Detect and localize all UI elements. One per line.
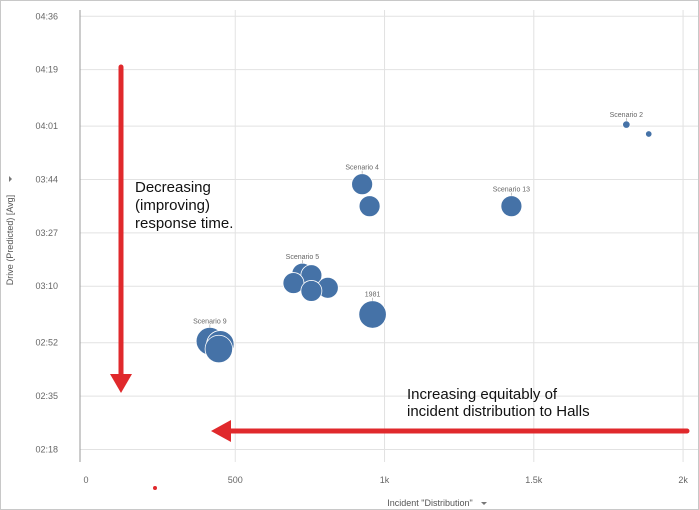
y-tick-label: 04:01: [35, 121, 58, 131]
red-dot-marker: [153, 486, 157, 490]
scatter-point[interactable]: [358, 195, 381, 218]
annotation-vertical-line-2: (improving): [135, 197, 210, 214]
y-tick-label: 04:36: [35, 11, 58, 21]
x-tick-label: 1k: [380, 475, 390, 485]
y-tick-label: 04:19: [35, 65, 58, 75]
y-tick-label: 02:52: [35, 338, 58, 348]
data-points[interactable]: [195, 120, 653, 364]
y-tick-label: 03:27: [35, 228, 58, 238]
x-axis-title[interactable]: Incident "Distribution": [387, 498, 472, 508]
point-labels: Scenario 2 Scenario 4 Scenario 13 Scenario …: [193, 112, 643, 328]
gridlines: [80, 10, 698, 462]
scatter-point[interactable]: [204, 334, 233, 364]
point-label: Scenario 13: [493, 187, 530, 194]
x-tick-label: 1.5k: [525, 475, 543, 485]
x-tick-label: 2k: [678, 475, 688, 485]
scatter-point[interactable]: [645, 130, 653, 138]
y-tick-label: 02:35: [35, 391, 58, 401]
annotation-vertical-line-3: response time.: [135, 215, 233, 232]
y-tick-label: 02:18: [35, 444, 58, 454]
x-tick-label: 0: [83, 475, 88, 485]
annotation-vertical-line-1: Decreasing: [135, 179, 211, 196]
x-axis-caret-down-icon[interactable]: [481, 502, 487, 505]
horizontal-arrow: [211, 420, 690, 442]
scatter-point[interactable]: [622, 120, 631, 129]
vertical-arrow: [110, 64, 132, 393]
point-label: Scenario 2: [610, 112, 644, 119]
scatter-point[interactable]: [351, 173, 374, 196]
x-tick-label: 500: [228, 475, 243, 485]
point-label: Scenario 5: [286, 254, 320, 261]
point-label: Scenario 4: [345, 165, 379, 172]
y-axis-title[interactable]: Drive (Predicted) [Avg]: [5, 195, 15, 285]
y-axis-caret-down-icon[interactable]: [9, 176, 12, 182]
point-label: 1981: [365, 292, 381, 299]
y-tick-labels: 02:18 02:35 02:52 03:10 03:27 03:44 04:01 04:19…: [35, 11, 58, 454]
annotation-horizontal-line-2: incident distribution to Halls: [407, 403, 590, 420]
scatter-point[interactable]: [358, 300, 387, 329]
x-tick-labels: 0 500 1k 1.5k 2k: [83, 475, 688, 485]
scatter-point[interactable]: [300, 280, 323, 302]
point-label: Scenario 9: [193, 318, 227, 325]
y-tick-label: 03:10: [35, 281, 58, 291]
annotation-horizontal-line-1: Increasing equitably of: [407, 386, 558, 403]
scatter-point[interactable]: [500, 195, 523, 218]
y-tick-label: 03:44: [35, 175, 58, 185]
